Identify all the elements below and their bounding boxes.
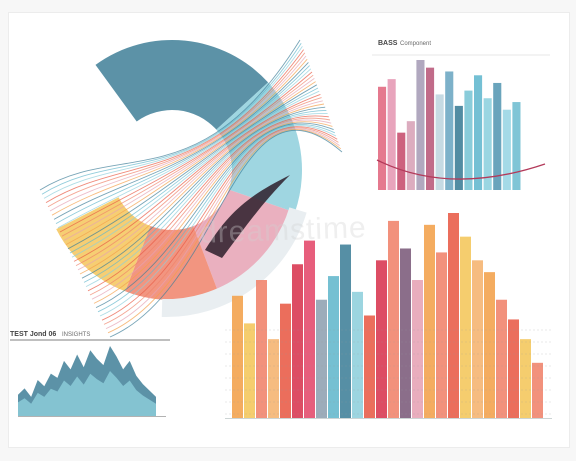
top-curve — [376, 159, 546, 180]
flow-curve — [69, 87, 319, 254]
pie-slice — [95, 40, 269, 130]
flow-curve — [105, 128, 340, 330]
flow-curve — [75, 97, 322, 267]
flow-curve — [83, 109, 327, 283]
top-bar — [483, 98, 492, 190]
bottom-bar — [280, 303, 291, 418]
flow-curve — [57, 68, 312, 229]
flow-accent — [205, 175, 290, 258]
pie-ring — [161, 207, 307, 318]
bottom-bar — [436, 252, 447, 418]
top-bar — [435, 94, 444, 190]
flow-curve — [39, 39, 301, 191]
bottom-bar — [268, 339, 279, 418]
bottom-bar — [412, 280, 423, 418]
flow-curve — [101, 126, 338, 321]
flow-curve — [41, 42, 302, 195]
top-bar — [406, 121, 415, 190]
flow-curve — [55, 65, 310, 224]
bottom-bar — [316, 299, 327, 418]
watermark: dreamstime — [199, 211, 368, 250]
bottom-bar — [388, 220, 399, 418]
flow-curve — [99, 125, 337, 317]
bottom-bar — [484, 272, 495, 418]
top-bar — [454, 105, 463, 190]
top-bar — [416, 60, 425, 190]
bottom-bar — [304, 240, 315, 418]
area-chart-subtitle: INSIGHTS — [62, 332, 91, 338]
top-bar — [493, 82, 502, 190]
top-bar — [397, 132, 406, 190]
flow-curve — [85, 113, 328, 288]
flow-curve — [53, 62, 309, 220]
flow-curve — [51, 58, 308, 216]
flow-curve — [65, 81, 316, 245]
flow-curve — [63, 78, 315, 241]
bottom-bar — [400, 248, 411, 418]
pie-slice — [193, 189, 295, 292]
bottom-bar — [292, 264, 303, 418]
bottom-bar — [352, 291, 363, 418]
flow-curve — [81, 106, 326, 279]
area-fill-inner — [18, 371, 156, 416]
flow-curve — [49, 55, 307, 212]
flow-curve — [109, 129, 343, 338]
flow-curve — [103, 127, 339, 325]
top-bar — [378, 86, 387, 190]
top-bar — [445, 71, 454, 190]
flow-curve — [67, 84, 318, 250]
bottom-bar — [496, 299, 507, 418]
bottom-bar — [448, 213, 459, 418]
flow-curve — [91, 119, 332, 300]
bottom-bar — [508, 319, 519, 418]
bottom-bar — [232, 295, 243, 418]
bottom-bar — [340, 244, 351, 418]
bottom-bar — [244, 323, 255, 418]
top-bar — [474, 75, 483, 190]
flow-curve — [93, 121, 333, 304]
bottom-bar — [520, 339, 531, 418]
top-bar — [512, 102, 521, 190]
top-chart-title: BASS — [378, 40, 398, 47]
flow-curve — [45, 49, 304, 203]
flow-curve — [97, 124, 335, 313]
bottom-bar — [364, 315, 375, 418]
bottom-bar — [328, 276, 339, 418]
flow-curve — [73, 93, 321, 262]
top-chart-subtitle: Component — [400, 41, 432, 47]
flow-curve — [59, 71, 313, 233]
top-bar — [502, 109, 511, 190]
top-bar — [464, 90, 473, 190]
flow-curve — [47, 52, 306, 208]
top-bar — [387, 79, 396, 190]
bottom-bar — [256, 280, 267, 418]
area-chart-title: TEST Jond 06 — [10, 331, 57, 338]
flow-curve — [87, 115, 329, 292]
bottom-bar — [472, 260, 483, 418]
bottom-bar — [424, 224, 435, 418]
flow-curve — [107, 129, 342, 334]
flow-curve — [77, 100, 323, 271]
flow-curve — [71, 90, 320, 258]
flow-curve — [79, 103, 325, 275]
flow-curve — [89, 117, 331, 296]
bottom-bar — [532, 362, 543, 418]
top-bar — [426, 67, 435, 190]
bottom-bar — [460, 236, 471, 418]
flow-curve — [61, 74, 314, 237]
flow-curve — [43, 46, 303, 199]
flow-curve — [95, 122, 334, 309]
bottom-bar — [376, 260, 387, 418]
